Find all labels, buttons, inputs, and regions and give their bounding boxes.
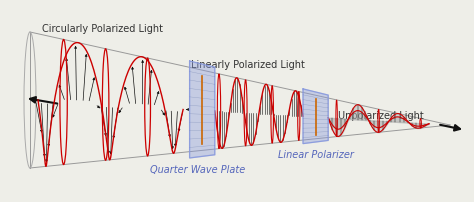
Polygon shape (303, 89, 328, 144)
Text: Linearly Polarized Light: Linearly Polarized Light (191, 60, 305, 70)
Text: Linear Polarizer: Linear Polarizer (278, 150, 354, 160)
Text: Unpolarized Light: Unpolarized Light (338, 111, 424, 121)
Text: Quarter Wave Plate: Quarter Wave Plate (150, 165, 246, 175)
Text: Circularly Polarized Light: Circularly Polarized Light (43, 24, 164, 34)
Polygon shape (190, 61, 215, 158)
